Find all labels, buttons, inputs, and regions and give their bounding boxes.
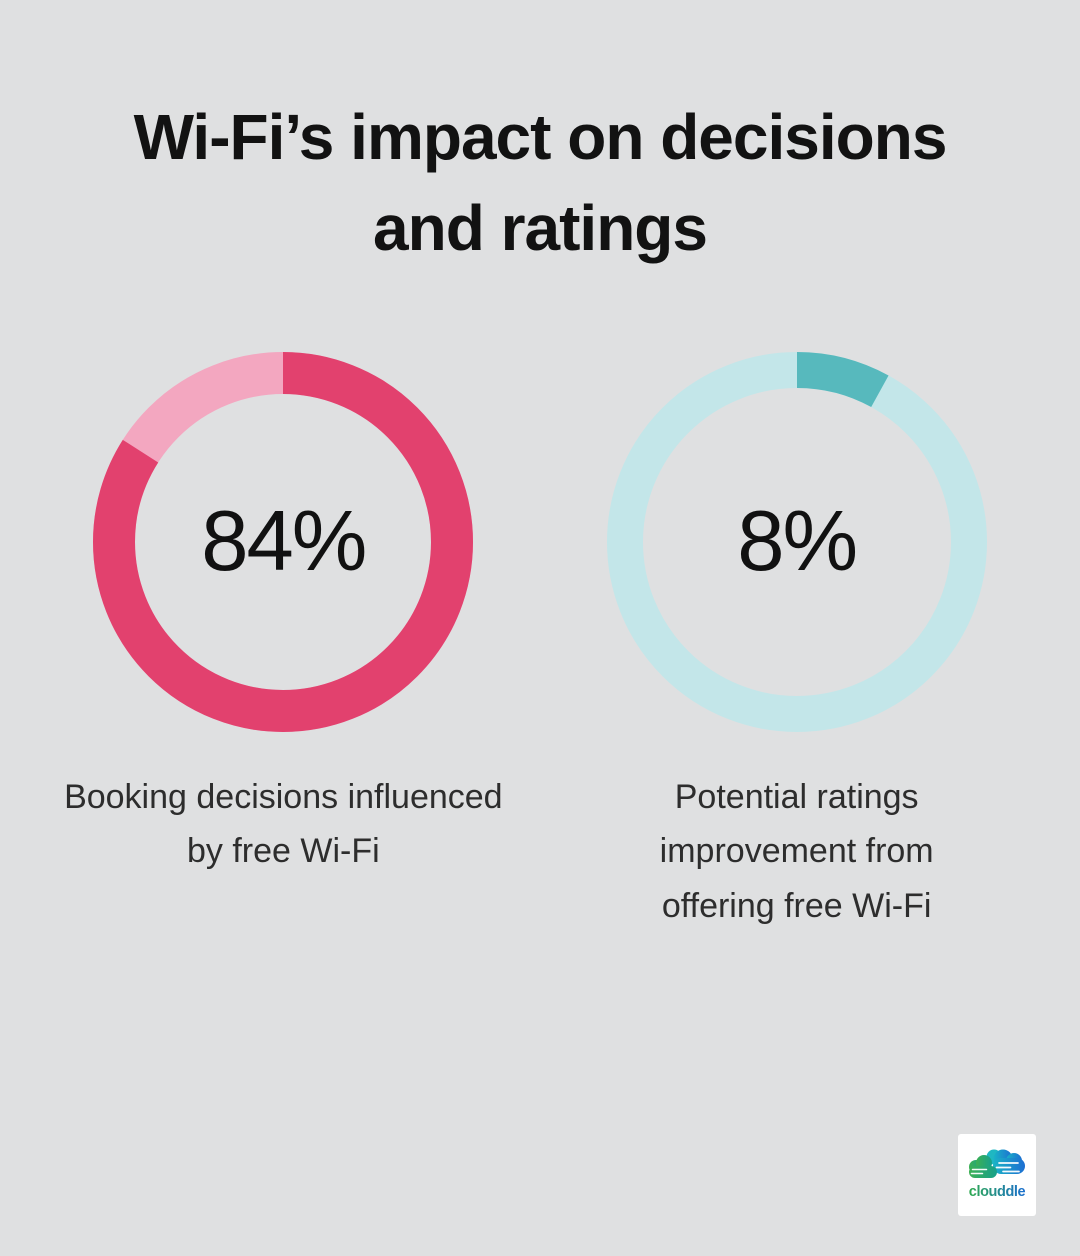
donut-ring-booking [93, 351, 474, 732]
clouddle-wordmark: clouddle [969, 1184, 1026, 1200]
donut-segment-booking [93, 351, 474, 732]
clouddle-logo: clouddle [958, 1134, 1036, 1216]
page-title-line-1: Wi-Fi’s impact on decisions [133, 101, 948, 173]
charts-row: 84% Booking decisions influenced by free… [0, 351, 1080, 933]
donut-caption-ratings: Potential ratings improvement from offer… [659, 777, 934, 925]
donut-chart-ratings-improvement: 8% Potential ratings improvement from of… [567, 351, 1027, 933]
clouddle-logo-graphic: clouddle [969, 1149, 1026, 1200]
page-title: Wi-Fi’s impact on decisions and ratings [0, 92, 1080, 274]
donut-ring-ratings [606, 351, 987, 732]
donut-track-ratings [606, 351, 987, 732]
donut-caption-booking: Booking decisions influenced by free Wi-… [64, 777, 503, 871]
page-title-line-2: and ratings [373, 191, 708, 264]
donut-segment-ratings [606, 351, 987, 732]
donut-ratings-wrap: 8% [606, 351, 987, 732]
donut-chart-booking-decisions: 84% Booking decisions influenced by free… [53, 351, 513, 933]
donut-booking-wrap: 84% [93, 351, 474, 732]
infographic-canvas: Wi-Fi’s impact on decisions and ratings … [0, 92, 1080, 1256]
